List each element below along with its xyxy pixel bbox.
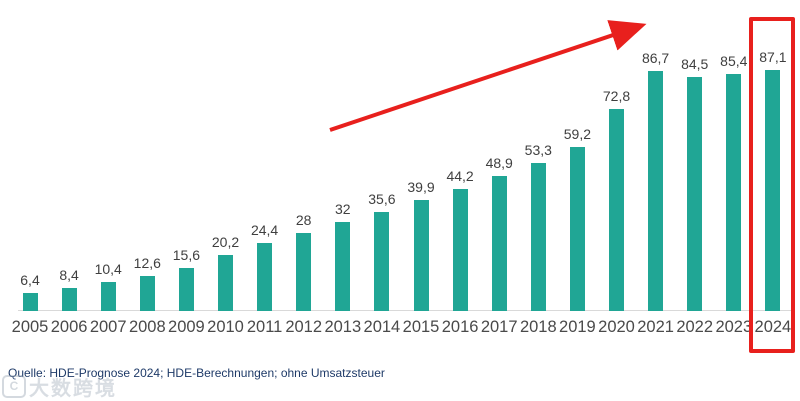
bar-2020: [609, 109, 624, 311]
bar-value-label: 35,6: [368, 191, 396, 208]
bar-2017: [491, 175, 507, 311]
bar-2023: [726, 74, 742, 311]
source-note: Quelle: HDE-Prognose 2024; HDE-Berechnun…: [8, 366, 385, 380]
bar-value-label: 24,4: [250, 222, 279, 239]
bar-2016: [452, 188, 468, 311]
x-tick-label: 2005: [11, 318, 49, 336]
x-tick-label: 2015: [402, 318, 440, 336]
bar-value-label: 44,2: [446, 167, 474, 184]
bar-value-label: 12,6: [133, 255, 161, 272]
bar-value-label: 39,9: [407, 179, 435, 196]
bar-2024: [765, 69, 781, 311]
bar-value-label: 87,1: [759, 48, 787, 65]
x-tick-label: 2012: [285, 318, 323, 336]
x-tick-label: 2008: [128, 318, 166, 336]
bar-2022: [687, 76, 703, 311]
bar-2005: [22, 293, 38, 311]
x-tick-label: 2020: [598, 318, 635, 336]
bar-2015: [413, 200, 429, 311]
bar-value-label: 6,4: [20, 272, 40, 289]
bar-2008: [139, 276, 155, 311]
x-tick-label: 2006: [50, 318, 88, 336]
x-tick-label: 2022: [676, 318, 714, 336]
x-tick-label: 2023: [715, 318, 753, 336]
x-tick-label: 2016: [441, 318, 479, 336]
bar-value-label: 20,2: [211, 234, 240, 251]
x-tick-label: 2017: [480, 318, 518, 336]
bar-2010: [218, 255, 233, 311]
bar-value-label: 59,2: [563, 126, 592, 143]
bar-value-label: 15,6: [172, 246, 201, 263]
bar-value-label: 28: [295, 212, 312, 229]
bar-2012: [296, 233, 312, 311]
bar-value-label: 8,4: [59, 266, 79, 283]
bar-value-label: 10,4: [94, 261, 122, 278]
bar-value-label: 32: [335, 201, 351, 218]
x-tick-label: 2014: [363, 318, 401, 336]
x-tick-label: 2011: [246, 318, 283, 336]
bar-2013: [335, 222, 351, 311]
x-tick-label: 2024: [754, 318, 792, 336]
bar-value-label: 48,9: [485, 154, 513, 171]
x-tick-label: 2013: [324, 318, 362, 336]
x-axis-line: [18, 310, 794, 311]
bar-value-label: 86,7: [641, 49, 670, 66]
bar-value-label: 53,3: [524, 142, 552, 159]
bar-2019: [569, 147, 585, 311]
bar-2014: [374, 212, 390, 311]
x-tick-label: 2021: [637, 318, 674, 336]
bar-2018: [530, 163, 546, 311]
x-tick-label: 2009: [168, 318, 205, 336]
bar-2011: [257, 243, 273, 311]
bar-2006: [61, 287, 77, 311]
x-tick-label: 2018: [519, 318, 557, 336]
x-tick-label: 2019: [559, 318, 596, 336]
bar-value-label: 85,4: [720, 53, 748, 70]
bar-value-label: 72,8: [602, 88, 631, 105]
bar-2007: [100, 282, 116, 311]
bar-2009: [178, 267, 194, 311]
x-tick-label: 2007: [89, 318, 127, 336]
x-tick-label: 2010: [207, 318, 244, 336]
bar-value-label: 84,5: [681, 55, 709, 72]
bar-2021: [648, 70, 664, 311]
